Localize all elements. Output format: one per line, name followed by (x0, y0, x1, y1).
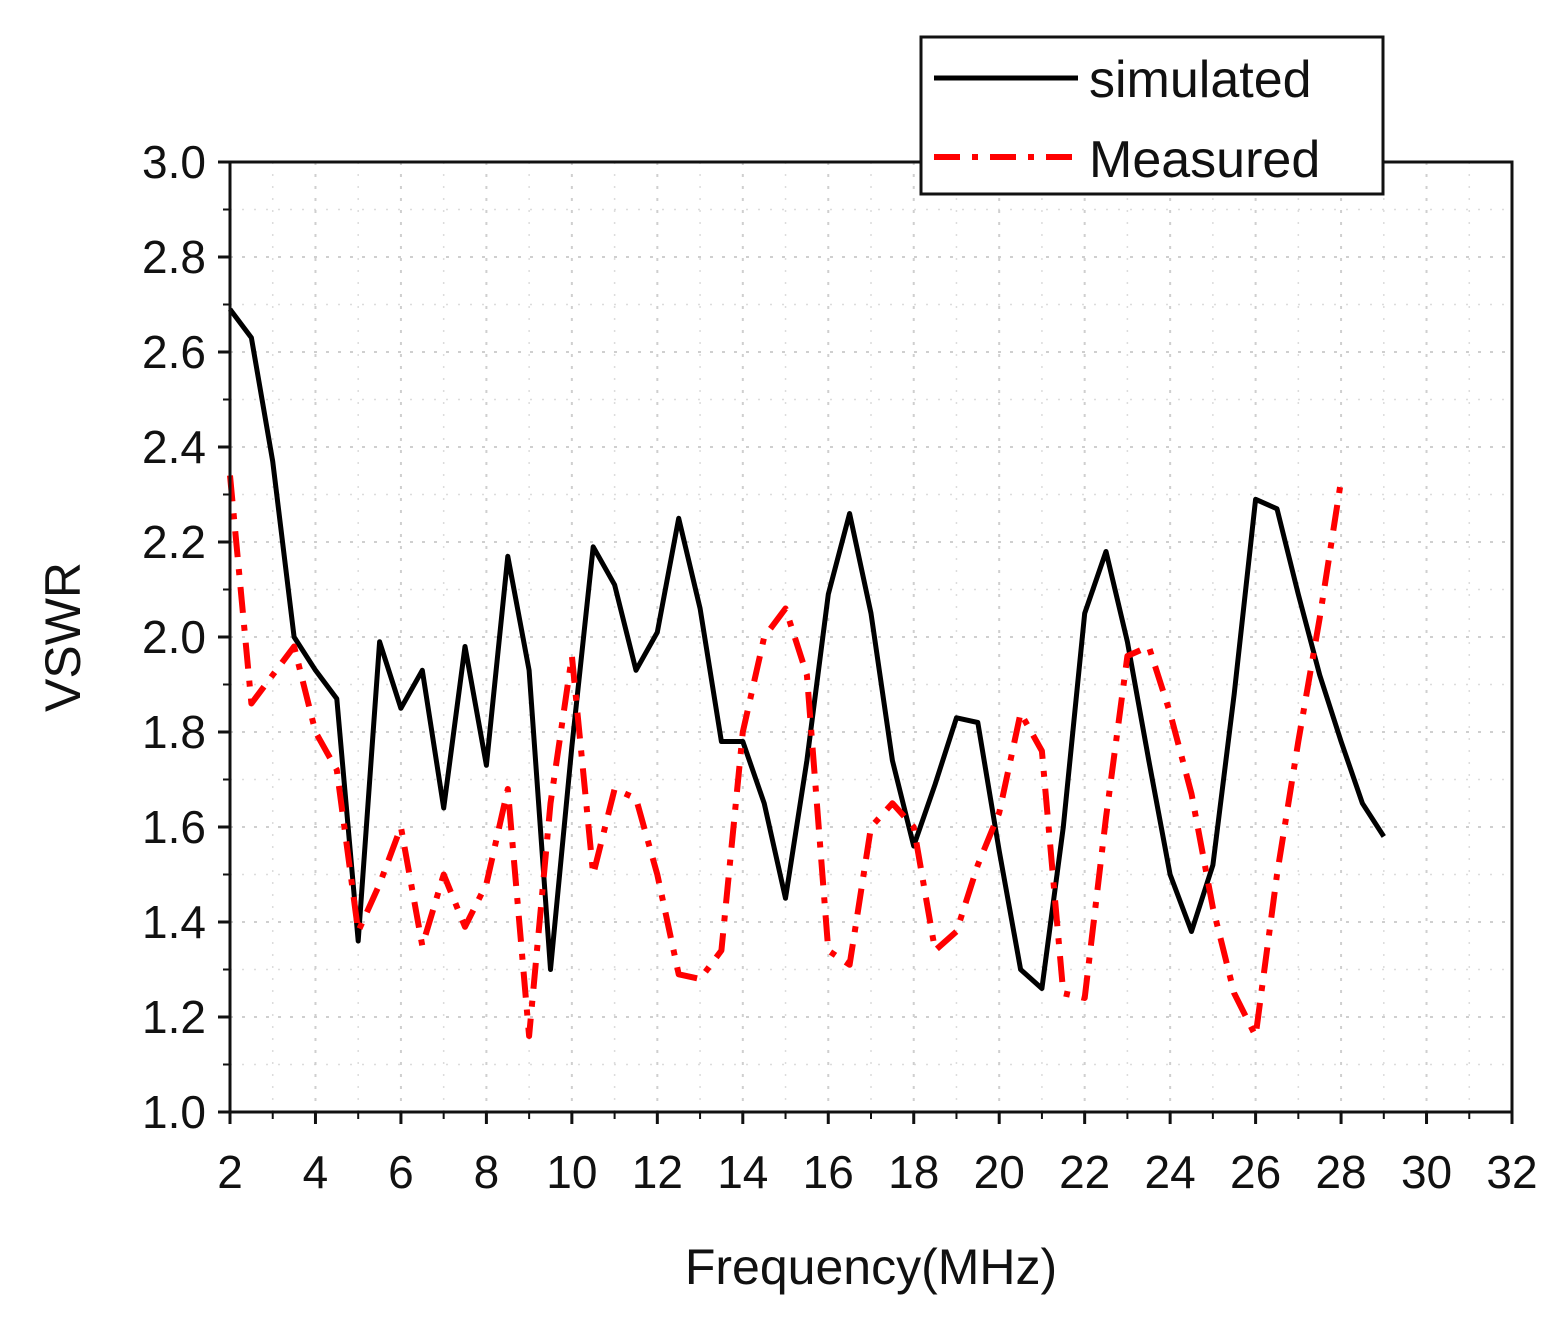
x-tick-label: 30 (1401, 1146, 1452, 1198)
x-tick-label: 4 (303, 1146, 329, 1198)
y-tick-label: 2.0 (142, 611, 206, 663)
x-tick-label: 6 (388, 1146, 414, 1198)
x-tick-label: 16 (803, 1146, 854, 1198)
x-tick-label: 32 (1486, 1146, 1537, 1198)
x-axis-title: Frequency(MHz) (685, 1239, 1057, 1295)
axes: 1.01.21.41.61.82.02.22.42.62.83.02 4 6 8 10 1… (142, 136, 1538, 1198)
legend: simulated Measured (919, 35, 1385, 196)
x-tick-label: 22 (1059, 1146, 1110, 1198)
y-tick-label: 1.6 (142, 801, 206, 853)
legend-box (919, 35, 1385, 196)
series-lines (227, 307, 1386, 1039)
x-tick-label: 26 (1230, 1146, 1281, 1198)
x-tick-label: 24 (1145, 1146, 1196, 1198)
x-tick-label: 12 (632, 1146, 683, 1198)
y-tick-label: 3.0 (142, 136, 206, 188)
y-tick-label: 1.2 (142, 991, 206, 1043)
y-tick-label: 1.4 (142, 896, 206, 948)
y-tick-label: 1.8 (142, 706, 206, 758)
y-tick-label: 2.6 (142, 326, 206, 378)
legend-measured-label: Measured (1089, 131, 1320, 189)
x-tick-label: 8 (474, 1146, 500, 1198)
y-axis-title: VSWR (35, 562, 91, 712)
x-tick-label: 28 (1315, 1146, 1366, 1198)
y-tick-label: 2.2 (142, 516, 206, 568)
x-tick-label: 10 (546, 1146, 597, 1198)
y-tick-label: 2.4 (142, 421, 206, 473)
x-tick-label: 18 (888, 1146, 939, 1198)
series-line-measured (227, 475, 1345, 1039)
series-line-simulated (228, 307, 1386, 991)
legend-simulated-label: simulated (1089, 51, 1312, 109)
x-tick-label: 20 (974, 1146, 1025, 1198)
x-tick-label: 14 (717, 1146, 768, 1198)
y-tick-label: 2.8 (142, 231, 206, 283)
grid (230, 162, 1512, 1112)
y-tick-label: 1.0 (142, 1086, 206, 1138)
x-tick-label: 2 (217, 1146, 243, 1198)
